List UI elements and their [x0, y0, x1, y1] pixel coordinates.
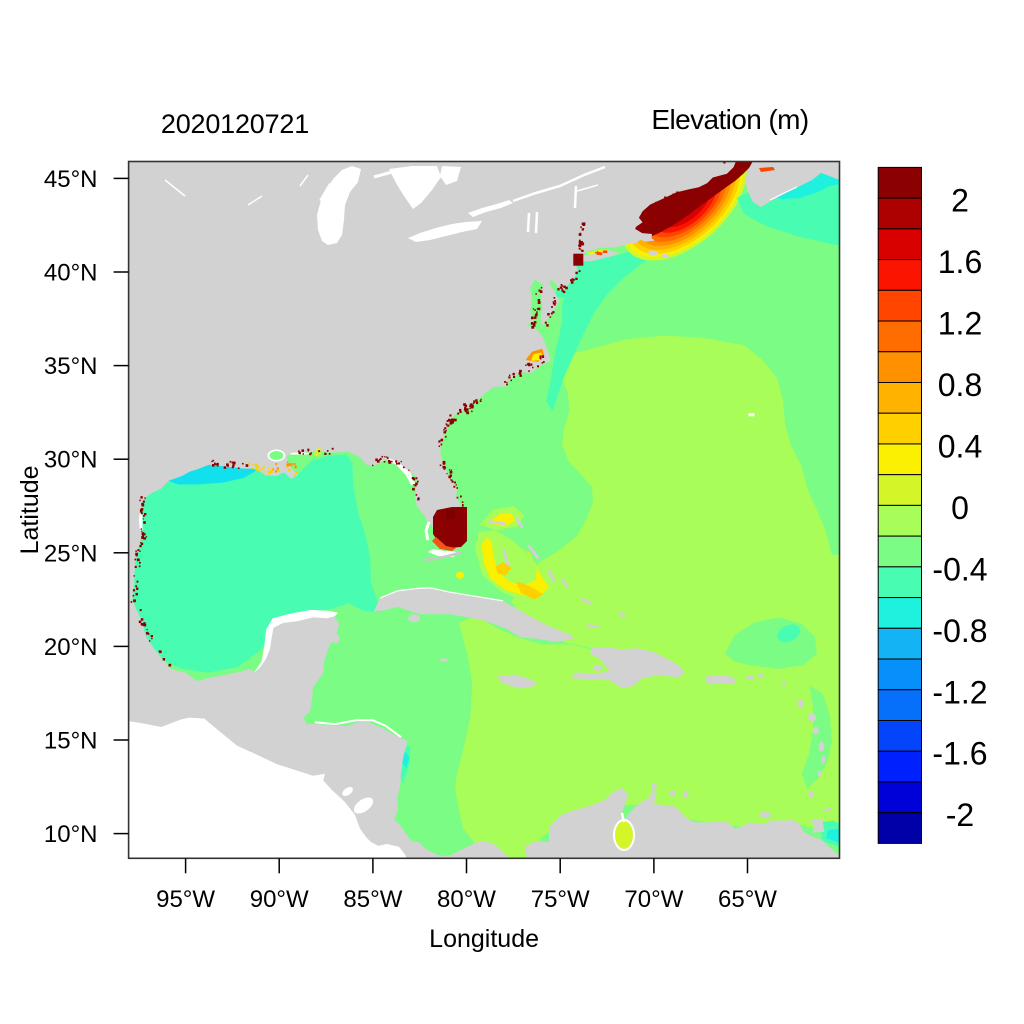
- svg-text:35°N: 35°N: [44, 353, 98, 380]
- svg-text:30°N: 30°N: [44, 447, 98, 474]
- svg-text:2: 2: [951, 183, 969, 219]
- svg-text:10°N: 10°N: [44, 821, 98, 848]
- svg-text:2020120721: 2020120721: [161, 109, 309, 139]
- svg-text:-0.8: -0.8: [932, 613, 987, 649]
- svg-text:-1.2: -1.2: [932, 674, 987, 710]
- svg-text:45°N: 45°N: [44, 166, 98, 193]
- svg-text:Longitude: Longitude: [429, 925, 539, 953]
- svg-text:Latitude: Latitude: [16, 465, 44, 554]
- svg-text:Elevation (m): Elevation (m): [651, 104, 808, 135]
- svg-text:0: 0: [951, 490, 969, 526]
- svg-text:-1.6: -1.6: [932, 736, 987, 772]
- svg-text:-2: -2: [946, 797, 974, 833]
- svg-text:95°W: 95°W: [156, 886, 215, 913]
- svg-text:75°W: 75°W: [531, 886, 590, 913]
- svg-text:20°N: 20°N: [44, 634, 98, 661]
- svg-text:1.6: 1.6: [938, 244, 982, 280]
- svg-text:80°W: 80°W: [437, 886, 496, 913]
- svg-text:15°N: 15°N: [44, 728, 98, 755]
- svg-text:70°W: 70°W: [624, 886, 683, 913]
- svg-text:0.8: 0.8: [938, 367, 982, 403]
- svg-text:0.4: 0.4: [938, 428, 982, 464]
- svg-text:85°W: 85°W: [343, 886, 402, 913]
- svg-text:-0.4: -0.4: [932, 551, 987, 587]
- svg-text:40°N: 40°N: [44, 260, 98, 287]
- svg-text:65°W: 65°W: [718, 886, 777, 913]
- svg-text:90°W: 90°W: [250, 886, 309, 913]
- svg-text:1.2: 1.2: [938, 306, 982, 342]
- svg-text:25°N: 25°N: [44, 540, 98, 567]
